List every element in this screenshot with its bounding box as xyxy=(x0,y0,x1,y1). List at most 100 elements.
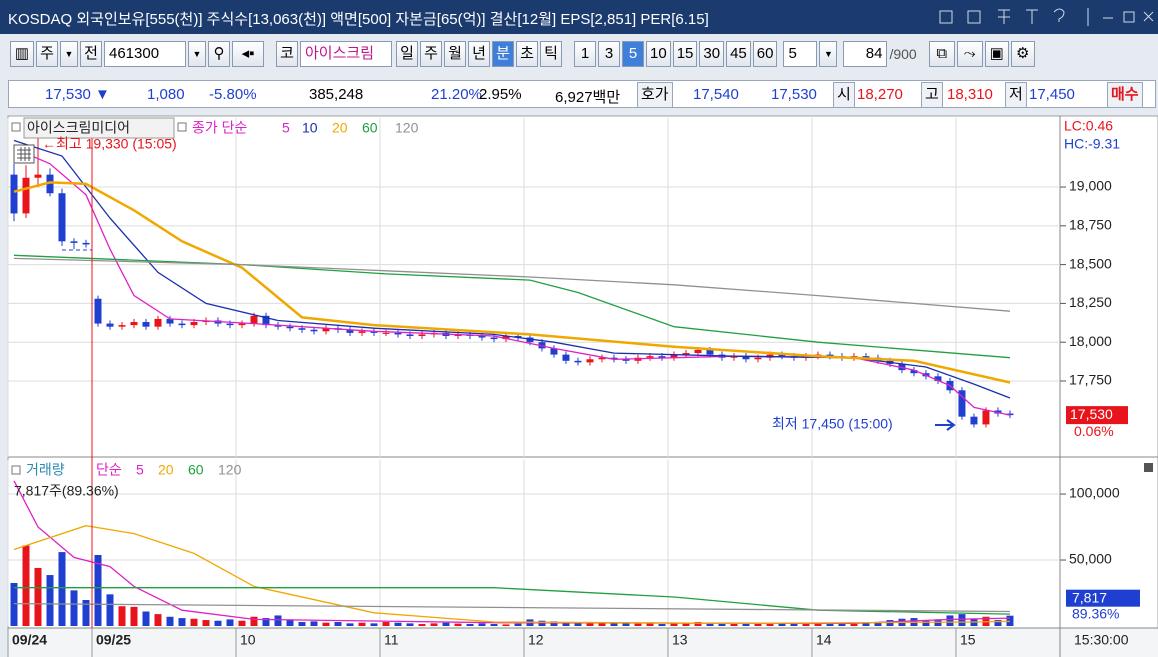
candle-body xyxy=(142,322,150,327)
candle-body xyxy=(514,335,522,338)
candle-body xyxy=(22,177,30,214)
candle-body xyxy=(178,323,186,326)
volume-bar xyxy=(238,620,246,626)
candle-body xyxy=(370,331,378,333)
candle-body xyxy=(778,354,786,357)
minute-button[interactable]: 1 xyxy=(574,41,596,67)
volume-bar xyxy=(826,624,834,626)
volume-bar xyxy=(634,623,642,626)
buy-button[interactable]: 매수 xyxy=(1107,82,1143,108)
minute-button[interactable]: 10 xyxy=(646,41,671,67)
volume-bar xyxy=(142,611,150,626)
panel-icon xyxy=(1144,463,1153,472)
volume-bar xyxy=(334,622,342,626)
y-tick-label: 18,000 xyxy=(1069,333,1112,349)
legend-icon xyxy=(11,465,21,475)
minute-button[interactable]: 15 xyxy=(672,41,698,67)
search-button[interactable]: ⚲ xyxy=(208,41,230,67)
ma-line xyxy=(13,257,1011,312)
legend-entry: 20 xyxy=(332,120,348,136)
candle-body xyxy=(862,356,870,358)
sound-button[interactable]: ◂▪ xyxy=(232,41,264,67)
minute-button[interactable]: 45 xyxy=(726,41,751,67)
legend-entry: 5 xyxy=(282,120,290,136)
x-tick-label: 10 xyxy=(240,632,256,648)
chart-frame xyxy=(7,115,1158,657)
volume-bar xyxy=(514,623,522,626)
annotation: 최저 17,450 (15:00) xyxy=(772,416,893,432)
volume-bar xyxy=(70,590,78,626)
save-button[interactable]: ▣ xyxy=(984,41,1009,67)
side-label: LC:0.46 xyxy=(1064,118,1113,134)
legend-entry: 5 xyxy=(136,462,144,478)
period-button[interactable]: 초 xyxy=(516,41,538,67)
candle-body xyxy=(574,360,582,363)
period-button[interactable]: 년 xyxy=(468,41,490,67)
volume-bar xyxy=(754,623,762,626)
tool-button[interactable]: ⤳ xyxy=(956,41,983,67)
candle-body xyxy=(118,325,126,327)
volume-bar xyxy=(34,567,42,626)
candle-body xyxy=(1006,413,1014,416)
low: 17,450 xyxy=(1029,86,1075,103)
volume-bar xyxy=(430,623,438,626)
legend-entry: 10 xyxy=(302,120,318,136)
interval-input[interactable]: 5 xyxy=(783,41,818,67)
ma-line xyxy=(13,139,1011,399)
mode-button[interactable]: 전 xyxy=(80,41,102,67)
count-input[interactable]: 84 xyxy=(843,41,888,67)
volume-bar xyxy=(610,622,618,626)
settings-button[interactable]: ⚙ xyxy=(1010,41,1035,67)
volume-bar xyxy=(202,620,210,626)
dropdown[interactable]: ▼ xyxy=(60,41,78,67)
volume-bar xyxy=(406,623,414,626)
candle-body xyxy=(166,318,174,324)
period-button[interactable]: 분 xyxy=(492,41,514,67)
amount: 6,927백만 xyxy=(555,89,621,106)
period-button[interactable]: 틱 xyxy=(540,41,562,67)
side-label: 0.06% xyxy=(1074,423,1114,439)
volume-bar xyxy=(598,623,606,626)
volume-bar xyxy=(442,622,450,626)
time-label: 15:30:00 xyxy=(1074,632,1129,648)
icon-button[interactable]: ▥ xyxy=(10,41,34,67)
candle-body xyxy=(298,328,306,330)
ma-line xyxy=(13,525,1011,625)
ratio: 2.95% xyxy=(479,86,522,103)
volume-bar xyxy=(814,623,822,626)
candle-body xyxy=(622,359,630,361)
minute-button[interactable]: 3 xyxy=(598,41,620,67)
candle-body xyxy=(154,318,162,327)
minute-button[interactable]: 60 xyxy=(752,41,778,67)
x-tick-label: 14 xyxy=(816,632,832,648)
minute-button[interactable]: 5 xyxy=(622,41,644,67)
minute-button[interactable]: 30 xyxy=(699,41,725,67)
volume-bar xyxy=(214,620,222,626)
candle-body xyxy=(586,359,594,363)
volume-bar xyxy=(166,616,174,626)
candle-body xyxy=(382,332,390,334)
candle-body xyxy=(346,329,354,333)
volume-bar xyxy=(418,624,426,626)
code-input[interactable]: 461300 xyxy=(104,41,186,67)
volume-bar xyxy=(154,614,162,626)
period-button[interactable]: 월 xyxy=(444,41,466,67)
volume-bar xyxy=(298,622,306,626)
candle-body xyxy=(646,356,654,358)
volume-bar xyxy=(658,624,666,626)
tool-button[interactable]: ⧉ xyxy=(928,41,955,67)
candle-body xyxy=(682,353,690,355)
title-bar: KOSDAQ 외국인보유[555(천)] 주식수[13,063(천)] 액면[5… xyxy=(0,0,1158,34)
period-button[interactable]: 일 xyxy=(396,41,418,67)
ma-line xyxy=(13,602,1011,613)
period-button[interactable]: 주 xyxy=(420,41,442,67)
market-button[interactable]: 주 xyxy=(36,41,58,67)
candle-body xyxy=(694,349,702,354)
volume-bar xyxy=(274,615,282,626)
side-label: 17,530 xyxy=(1070,406,1113,422)
bid-label: 호가 xyxy=(637,82,673,108)
dropdown[interactable]: ▼ xyxy=(188,41,206,67)
dropdown[interactable]: ▼ xyxy=(819,41,838,67)
volume: 385,248 xyxy=(309,86,364,103)
low-arrow xyxy=(935,419,956,431)
